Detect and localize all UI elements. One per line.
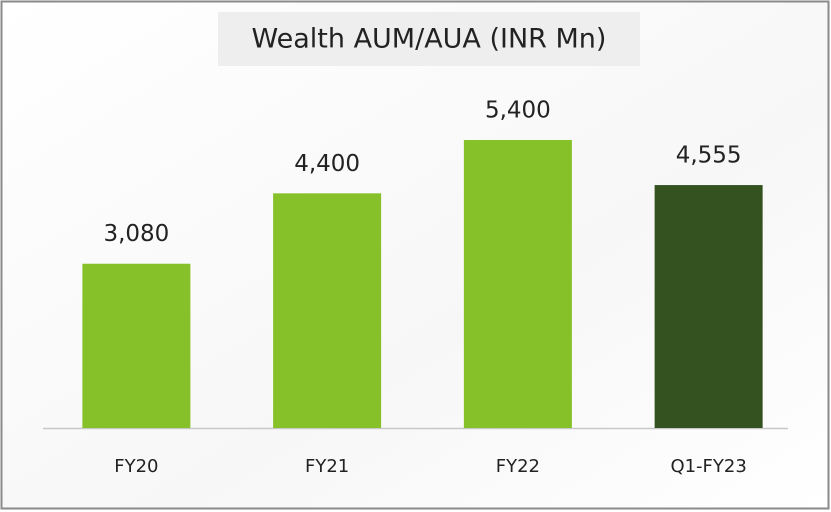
bar — [273, 193, 382, 428]
bar — [463, 140, 572, 428]
title-box — [218, 12, 640, 66]
x-tick-label: FY21 — [305, 456, 349, 477]
value-label: 4,400 — [294, 151, 360, 177]
bar — [654, 185, 763, 428]
bar — [82, 263, 191, 428]
x-tick-label: FY20 — [114, 456, 158, 477]
value-label: 3,080 — [103, 221, 169, 247]
chart-title: Wealth AUM/AUA (INR Mn) — [252, 24, 607, 55]
x-tick-label: Q1-FY23 — [670, 456, 746, 477]
value-label: 5,400 — [485, 98, 551, 124]
x-tick-label: FY22 — [496, 456, 540, 477]
value-label: 4,555 — [676, 143, 742, 169]
